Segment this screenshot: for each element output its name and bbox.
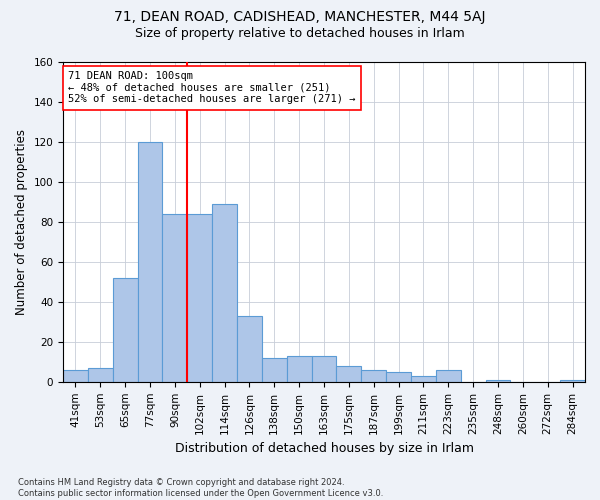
Bar bbox=[163, 214, 187, 382]
Bar bbox=[137, 142, 163, 382]
Bar bbox=[212, 204, 237, 382]
Bar bbox=[237, 316, 262, 382]
Text: 71, DEAN ROAD, CADISHEAD, MANCHESTER, M44 5AJ: 71, DEAN ROAD, CADISHEAD, MANCHESTER, M4… bbox=[114, 10, 486, 24]
Bar bbox=[411, 376, 436, 382]
Text: Size of property relative to detached houses in Irlam: Size of property relative to detached ho… bbox=[135, 28, 465, 40]
Text: Contains HM Land Registry data © Crown copyright and database right 2024.
Contai: Contains HM Land Registry data © Crown c… bbox=[18, 478, 383, 498]
Y-axis label: Number of detached properties: Number of detached properties bbox=[15, 128, 28, 314]
Bar bbox=[485, 380, 511, 382]
Bar bbox=[386, 372, 411, 382]
Bar bbox=[262, 358, 287, 382]
Bar bbox=[287, 356, 311, 382]
Bar bbox=[63, 370, 88, 382]
Bar bbox=[187, 214, 212, 382]
Bar bbox=[88, 368, 113, 382]
Bar bbox=[311, 356, 337, 382]
Bar bbox=[113, 278, 137, 382]
Bar bbox=[361, 370, 386, 382]
Text: 71 DEAN ROAD: 100sqm
← 48% of detached houses are smaller (251)
52% of semi-deta: 71 DEAN ROAD: 100sqm ← 48% of detached h… bbox=[68, 71, 356, 104]
X-axis label: Distribution of detached houses by size in Irlam: Distribution of detached houses by size … bbox=[175, 442, 473, 455]
Bar bbox=[560, 380, 585, 382]
Bar bbox=[337, 366, 361, 382]
Bar bbox=[436, 370, 461, 382]
